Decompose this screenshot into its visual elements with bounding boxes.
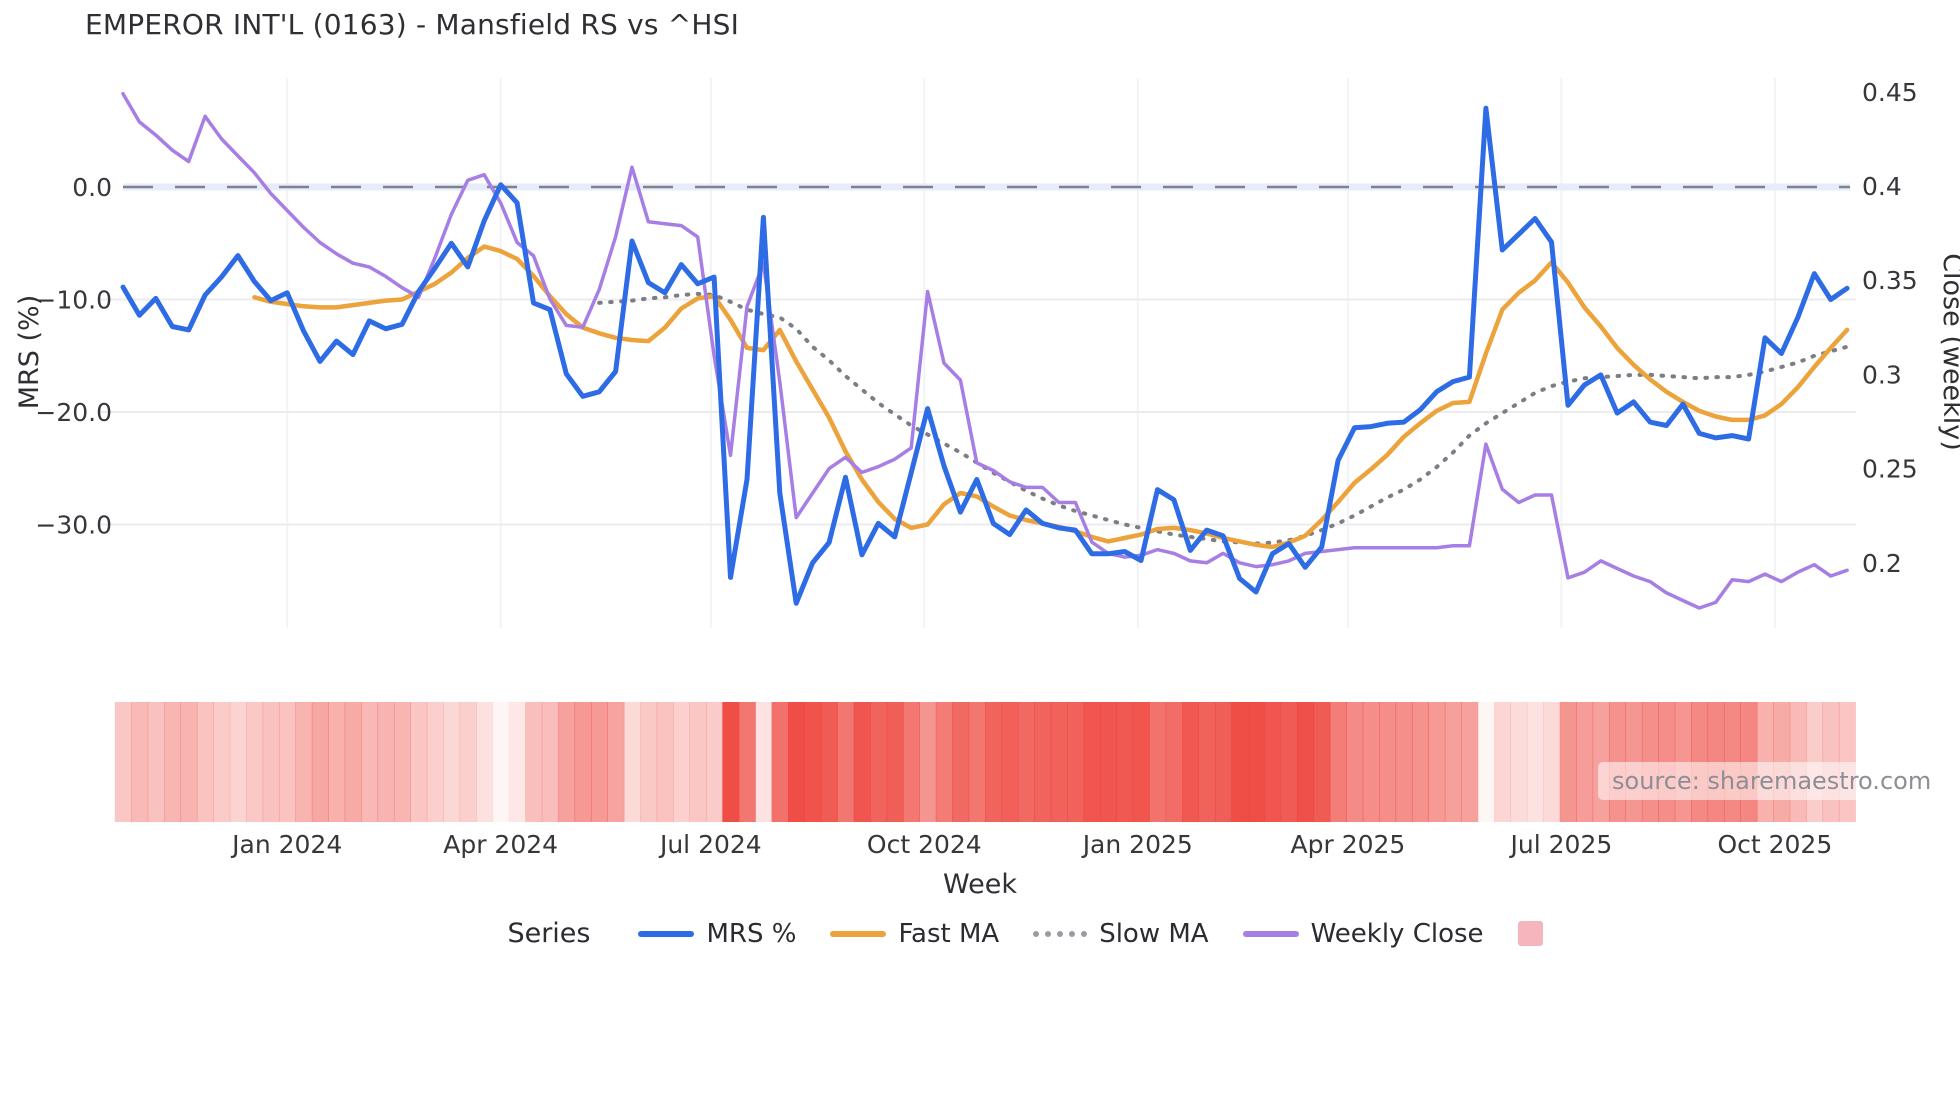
legend-item-label: Weekly Close	[1310, 918, 1484, 949]
left-axis-title: MRS (%)	[14, 295, 45, 410]
svg-text:0.35: 0.35	[1862, 266, 1918, 295]
legend-item-fast-ma[interactable]: Fast MA	[830, 919, 999, 949]
series-line-mrs-	[120, 105, 1850, 606]
svg-text:Oct 2025: Oct 2025	[1717, 830, 1832, 859]
right-axis-title: Close (weekly)	[1937, 253, 1960, 451]
source-credit: source: sharemaestro.com	[1598, 762, 1946, 800]
x-axis-title: Week	[943, 869, 1017, 900]
legend-item-rs-heat[interactable]	[1517, 921, 1543, 946]
svg-text:0.4: 0.4	[1862, 172, 1902, 201]
svg-text:−10.0: −10.0	[35, 286, 112, 315]
svg-text:0.0: 0.0	[72, 173, 112, 202]
svg-text:Jul 2025: Jul 2025	[1509, 830, 1613, 859]
horizontal-gridlines	[100, 183, 1856, 526]
series-line-slow-ma	[597, 291, 1850, 546]
legend-item-label: Slow MA	[1099, 918, 1209, 949]
legend-square-swatch	[1517, 921, 1543, 946]
svg-text:−20.0: −20.0	[35, 398, 112, 427]
legend-dotted-swatch	[1033, 930, 1088, 937]
legend: Series MRS % Fast MA Slow MA Weekly Close	[45, 918, 1960, 949]
rs-heat-strip	[114, 702, 1856, 822]
legend-line-swatch	[1242, 930, 1299, 937]
vertical-gridlines	[286, 78, 1776, 628]
svg-text:Jan 2024: Jan 2024	[230, 830, 342, 859]
svg-text:0.25: 0.25	[1862, 455, 1918, 484]
svg-text:Jan 2025: Jan 2025	[1081, 830, 1193, 859]
svg-text:Apr 2024: Apr 2024	[443, 830, 558, 859]
x-axis-ticks: Jan 2024 Apr 2024 Jul 2024 Oct 2024 Jan 2025…	[230, 830, 1832, 859]
legend-line-swatch	[638, 930, 695, 937]
legend-item-weekly-close[interactable]: Weekly Close	[1242, 918, 1484, 949]
legend-line-swatch	[830, 930, 887, 937]
svg-text:0.3: 0.3	[1862, 360, 1902, 389]
legend-item-label: MRS %	[706, 918, 797, 949]
series-line-weekly-close	[121, 91, 1849, 610]
svg-text:Oct 2024: Oct 2024	[867, 830, 982, 859]
legend-item-mrs-[interactable]: MRS %	[638, 919, 796, 949]
chart-title: EMPEROR INT'L (0163) - Mansfield RS vs ^…	[85, 8, 740, 41]
left-axis-ticks: 0.0 −10.0 −20.0 −30.0	[35, 173, 112, 540]
svg-text:0.45: 0.45	[1862, 78, 1918, 107]
svg-text:Apr 2025: Apr 2025	[1291, 830, 1406, 859]
svg-text:−30.0: −30.0	[35, 511, 112, 540]
legend-item-slow-ma[interactable]: Slow MA	[1033, 918, 1209, 949]
legend-title: Series	[507, 918, 591, 949]
svg-text:Jul 2024: Jul 2024	[658, 830, 762, 859]
legend-item-label: Fast MA	[898, 918, 1000, 949]
right-axis-ticks: 0.45 0.4 0.35 0.3 0.25 0.2	[1862, 78, 1918, 578]
svg-text:0.2: 0.2	[1862, 549, 1902, 578]
